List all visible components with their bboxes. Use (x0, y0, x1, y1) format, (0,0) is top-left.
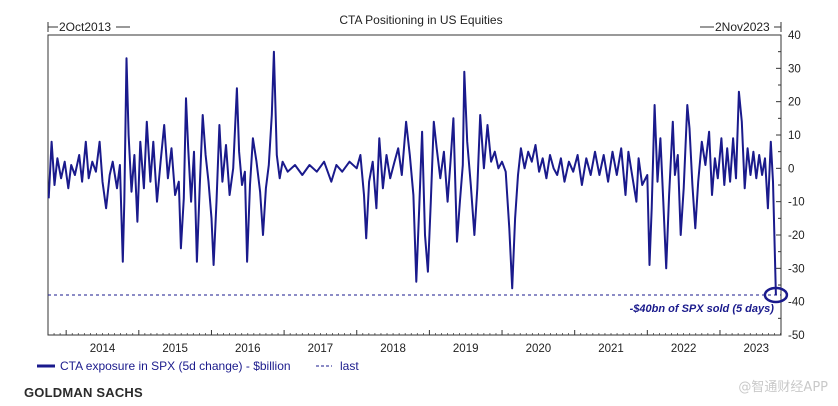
end-date-marker: 2Nov2023 (700, 20, 782, 34)
annotation-layer: -$40bn of SPX sold (5 days) (630, 286, 789, 315)
annotation-text: -$40bn of SPX sold (5 days) (630, 303, 775, 315)
y-tick-label: -30 (788, 263, 805, 275)
watermark: @智通财经APP (738, 380, 828, 395)
y-tick-label: -10 (788, 197, 805, 209)
y-tick-label: 10 (788, 130, 801, 142)
start-date-marker: 2Oct2013 (47, 20, 130, 34)
y-tick-label: -40 (788, 297, 805, 309)
y-tick-label: -50 (788, 330, 805, 342)
x-tick-label: 2022 (671, 343, 697, 355)
x-tick-label: 2020 (526, 343, 552, 355)
legend-label-last: last (340, 359, 359, 373)
x-tick-label: 2023 (744, 343, 770, 355)
y-tick-label: 20 (788, 97, 801, 109)
y-tick-label: 40 (788, 30, 801, 42)
last-point-highlight (763, 286, 789, 304)
x-tick-label: 2016 (235, 343, 261, 355)
x-tick-label: 2014 (90, 343, 116, 355)
legend: CTA exposure in SPX (5d change) - $billi… (37, 359, 359, 373)
x-tick-label: 2018 (380, 343, 406, 355)
y-tick-label: -20 (788, 230, 805, 242)
y-axis: 40 30 20 10 0 -10 -20 -30 -40 -50 (776, 30, 805, 342)
y-tick-label: 0 (788, 163, 794, 175)
x-axis: 2014 2015 2016 2017 2018 2019 2020 2021 2022 2023 (47, 330, 781, 355)
x-tick-label: 2015 (162, 343, 188, 355)
x-tick-label: 2017 (308, 343, 334, 355)
y-tick-label: 30 (788, 63, 801, 75)
series-layer (47, 50, 781, 296)
legend-label-main: CTA exposure in SPX (5d change) - $billi… (60, 359, 291, 373)
end-date-label: 2Nov2023 (715, 20, 770, 34)
x-tick-label: 2021 (598, 343, 624, 355)
x-tick-label: 2019 (453, 343, 479, 355)
chart-title: CTA Positioning in US Equities (339, 13, 502, 27)
series-line-cta-exposure (47, 50, 777, 296)
start-date-label: 2Oct2013 (59, 20, 111, 34)
source-label: GOLDMAN SACHS (24, 385, 143, 400)
